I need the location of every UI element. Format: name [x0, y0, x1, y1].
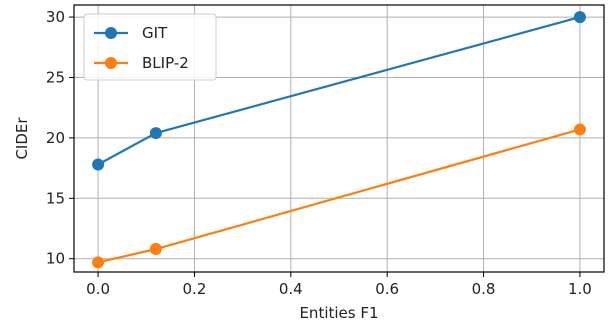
y-tick-label: 10	[46, 250, 65, 268]
y-tick-label: 15	[46, 189, 65, 207]
y-tick-label: 30	[46, 8, 65, 26]
plot-area	[73, 4, 605, 273]
data-point-git	[92, 158, 105, 171]
x-axis: 0.0 0.2 0.4 0.6 0.8 1.0	[86, 272, 592, 298]
legend-label-blip-2: BLIP-2	[142, 54, 189, 72]
x-tick-label: 1.0	[568, 280, 592, 298]
x-tick-label: 0.6	[375, 280, 399, 298]
data-point-blip-2	[573, 123, 586, 136]
legend-items: GIT BLIP-2	[94, 24, 189, 72]
x-tick-label: 0.2	[183, 280, 207, 298]
y-axis: 10 15 20 25 30	[46, 8, 74, 268]
legend-marker-blip-2	[105, 57, 117, 69]
x-tick-label: 0.4	[279, 280, 303, 298]
data-point-blip-2	[92, 256, 105, 269]
y-tick-label: 20	[46, 129, 65, 147]
data-point-blip-2	[149, 243, 162, 256]
x-tick-label: 0.8	[472, 280, 496, 298]
legend-label-git: GIT	[142, 24, 168, 42]
x-axis-label: Entities F1	[299, 304, 378, 322]
series-line-blip-2	[97, 128, 581, 264]
y-axis-label: CIDEr	[13, 117, 31, 160]
x-tick-label: 0.0	[86, 280, 110, 298]
series-layer	[92, 11, 586, 269]
legend: GIT BLIP-2	[83, 13, 217, 81]
y-tick-label: 25	[46, 68, 65, 86]
data-point-git	[573, 11, 586, 24]
data-point-git	[149, 127, 162, 140]
legend-marker-git	[105, 27, 117, 39]
